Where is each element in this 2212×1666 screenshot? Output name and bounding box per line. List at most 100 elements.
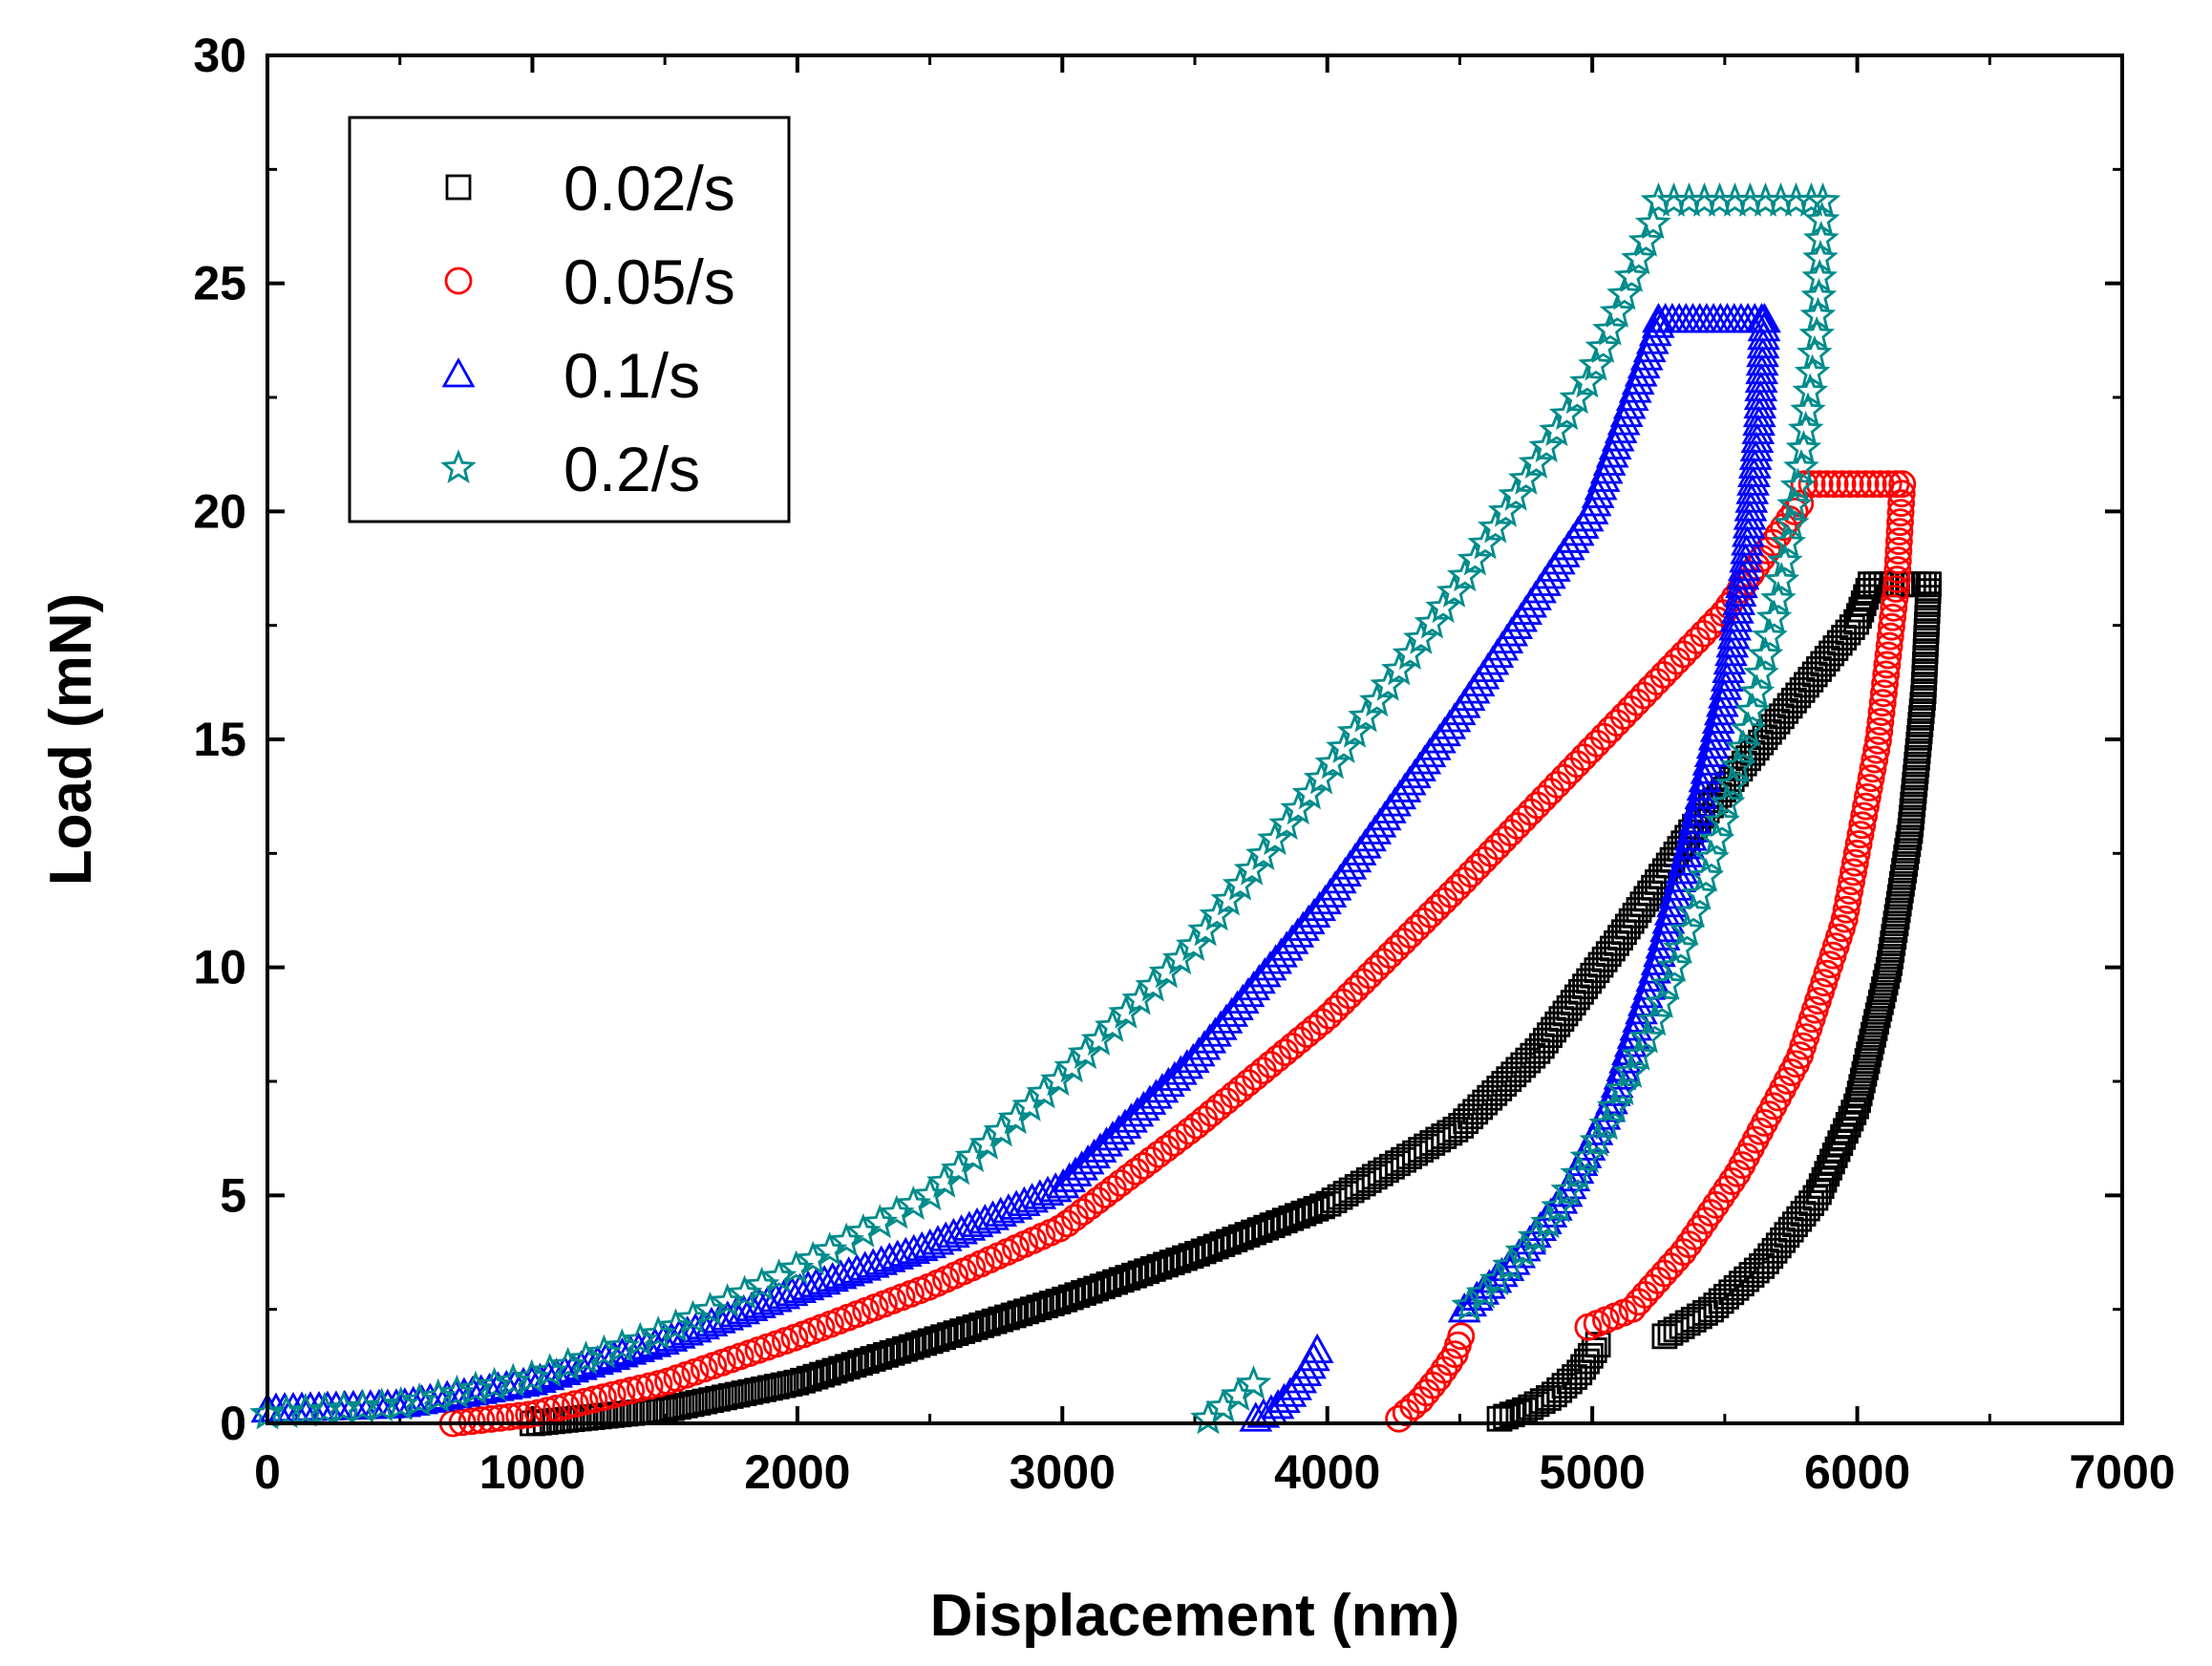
point-circle-unloading-20 xyxy=(1872,660,1901,689)
point-triangle-unloading-10 xyxy=(1743,388,1777,419)
point-circle-loading-152 xyxy=(1643,668,1671,696)
point-circle-loading-144 xyxy=(1589,722,1618,751)
point-star-tail-3 xyxy=(1235,1365,1272,1399)
point-circle-unloading-88 xyxy=(1650,1259,1678,1288)
point-square-unloading-66 xyxy=(1863,1009,1890,1036)
point-star-unloading-32 xyxy=(1709,784,1746,819)
point-square-loading-158 xyxy=(1500,1061,1527,1088)
point-triangle-loading-202 xyxy=(1589,454,1624,484)
point-star-loading-76 xyxy=(1403,619,1439,654)
point-triangle-loading-52 xyxy=(687,1309,720,1340)
point-triangle-loading-90 xyxy=(991,1193,1026,1224)
point-triangle-loading-217 xyxy=(1632,331,1667,363)
point-triangle-unloading-28 xyxy=(1729,543,1762,573)
point-triangle-loading-216 xyxy=(1629,340,1664,371)
point-star-unloading-45 xyxy=(1628,1018,1666,1054)
point-star-loading-5 xyxy=(344,1388,381,1423)
point-circle-loading-7 xyxy=(505,1401,534,1430)
point-triangle-unloading-31 xyxy=(1725,567,1758,599)
point-circle-loading-110 xyxy=(1362,954,1391,983)
point-circle-loading-128 xyxy=(1483,832,1512,861)
point-triangle-unloading-29 xyxy=(1727,551,1761,582)
legend-box xyxy=(348,116,791,523)
x-tick-label-1: 1000 xyxy=(479,1445,585,1499)
point-circle-loading-155 xyxy=(1663,647,1691,675)
point-circle-unloading-35 xyxy=(1850,801,1879,830)
point-circle-unloading-14 xyxy=(1879,603,1907,631)
point-star-unloading-15 xyxy=(1779,467,1817,502)
point-star-unloading-60 xyxy=(1478,1261,1516,1296)
point-circle-unloading-27 xyxy=(1864,726,1892,755)
point-star-unloading-44 xyxy=(1636,1001,1673,1036)
point-circle-loading-8 xyxy=(515,1400,543,1429)
legend-label-3: 0.2/s xyxy=(564,434,700,504)
point-star-tail-1 xyxy=(1204,1388,1242,1423)
y-tick-labels: 0 5 10 15 20 25 30 xyxy=(193,29,246,1450)
point-circle-loading-6 xyxy=(496,1402,524,1431)
point-square-loading-27 xyxy=(698,1387,725,1414)
point-triangle-loading-205 xyxy=(1598,429,1632,459)
point-triangle-unloading-22 xyxy=(1733,491,1768,522)
point-square-unloading-76 xyxy=(1848,1074,1875,1100)
point-circle-unloading-12 xyxy=(1881,585,1909,612)
y-tick-label-4: 20 xyxy=(193,484,246,538)
point-star-loading-61 xyxy=(1233,851,1270,886)
point-circle-unloading-98 xyxy=(1574,1313,1603,1341)
point-circle-unloading-8 xyxy=(1883,546,1912,574)
point-circle-loading-112 xyxy=(1375,941,1404,970)
point-star-loading-13 xyxy=(495,1362,532,1398)
point-circle-loading-107 xyxy=(1342,974,1371,1003)
legend: 0.02/s 0.05/s 0.1/s 0.2/s xyxy=(348,116,791,523)
point-circle-unloading-45 xyxy=(1832,895,1861,924)
point-circle-loading-130 xyxy=(1497,819,1525,847)
point-circle-unloading-21 xyxy=(1871,670,1899,698)
point-circle-unloading-33 xyxy=(1853,782,1882,811)
point-circle-hold-4 xyxy=(1820,470,1849,499)
point-star-unloading-47 xyxy=(1612,1054,1649,1088)
point-triangle-unloading-25 xyxy=(1731,517,1765,547)
point-circle-loading-19 xyxy=(617,1377,646,1404)
point-star-loading-66 xyxy=(1291,775,1329,810)
point-circle-unloading-7 xyxy=(1884,537,1913,565)
point-circle-unloading-3 xyxy=(1886,499,1915,527)
point-triangle-unloading-15 xyxy=(1739,431,1774,461)
point-circle-loading-133 xyxy=(1517,798,1545,826)
point-star-loading-91 xyxy=(1559,379,1596,415)
point-circle-unloading-23 xyxy=(1868,689,1897,717)
point-star-unloading-20 xyxy=(1763,562,1800,596)
point-circle-unloading-11 xyxy=(1882,575,1910,603)
point-star-unloading-26 xyxy=(1738,673,1776,708)
point-circle-loading-159 xyxy=(1690,619,1717,648)
point-triangle-loading-208 xyxy=(1606,405,1641,436)
point-triangle-unloading-36 xyxy=(1718,610,1752,641)
point-circle-loading-131 xyxy=(1503,812,1532,840)
point-square-loading-23 xyxy=(671,1392,698,1419)
y-tick-label-2: 10 xyxy=(193,941,246,994)
point-star-loading-97 xyxy=(1606,275,1643,310)
point-circle-unloading-90 xyxy=(1637,1273,1666,1302)
point-circle-loading-129 xyxy=(1490,825,1519,854)
point-triangle-unloading-20 xyxy=(1735,474,1770,504)
point-circle-unloading-31 xyxy=(1857,764,1885,793)
point-circle-unloading-38 xyxy=(1844,830,1873,858)
point-triangle-unloading-43 xyxy=(1709,670,1743,700)
point-star-unloading-28 xyxy=(1730,711,1767,745)
legend-marker-0 xyxy=(445,174,472,201)
point-circle-loading-154 xyxy=(1656,653,1685,682)
series-layer xyxy=(249,182,1942,1438)
point-square-loading-155 xyxy=(1486,1076,1513,1101)
point-triangle-loading-210 xyxy=(1612,389,1647,419)
point-circle-loading-2 xyxy=(457,1407,486,1436)
point-star-loading-57 xyxy=(1187,911,1223,947)
point-star-loading-79 xyxy=(1436,573,1473,608)
point-triangle-loading-218 xyxy=(1635,324,1670,354)
point-circle-hold-3 xyxy=(1813,470,1841,499)
series-0.05/s xyxy=(438,470,1917,1438)
point-triangle-loading-96 xyxy=(1038,1172,1073,1203)
point-star-unloading-38 xyxy=(1675,893,1712,929)
point-circle-unloading-5 xyxy=(1885,518,1914,546)
point-star-loading-99 xyxy=(1621,240,1657,275)
point-star-unloading-49 xyxy=(1596,1088,1633,1123)
point-star-loading-8 xyxy=(401,1381,438,1417)
point-triangle-loading-88 xyxy=(976,1200,1010,1230)
